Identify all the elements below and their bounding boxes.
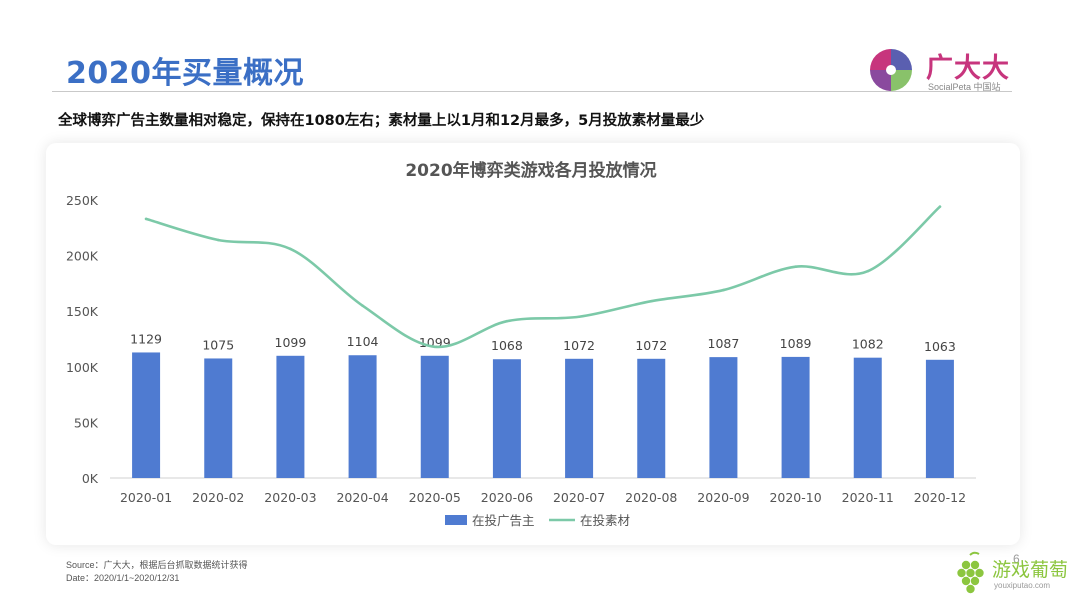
chart-card: 2020年博弈类游戏各月投放情况 0K 50K 100K 150K 200K 250K 11… bbox=[46, 143, 1020, 545]
bar-value-label: 1089 bbox=[780, 336, 812, 351]
bar-value-label: 1104 bbox=[347, 334, 379, 349]
bar-value-label: 1087 bbox=[708, 336, 740, 351]
chart-title: 2020年博弈类游戏各月投放情况 bbox=[405, 160, 656, 181]
bar-value-label: 1099 bbox=[275, 335, 307, 350]
chart: 2020年博弈类游戏各月投放情况 0K 50K 100K 150K 200K 250K 11… bbox=[66, 160, 976, 528]
line-point-2020-10 bbox=[794, 265, 797, 269]
x-tick-label: 2020-12 bbox=[914, 490, 966, 505]
x-tick-label: 2020-05 bbox=[409, 490, 461, 505]
footer-brand-name: 游戏葡萄 bbox=[992, 559, 1069, 581]
bar-2020-12 bbox=[925, 359, 954, 478]
bar-2020-11 bbox=[853, 357, 882, 478]
page-title: 2020年买量概况 bbox=[66, 56, 304, 91]
y-tick-label: 100K bbox=[66, 360, 99, 375]
bar-value-label: 1075 bbox=[202, 337, 234, 352]
logo-subtitle: SocialPeta 中国站 bbox=[928, 82, 1001, 92]
page-number: 6 bbox=[1013, 552, 1020, 566]
grape-logo-icon bbox=[957, 551, 984, 594]
y-tick-label: 0K bbox=[82, 471, 99, 486]
line-point-2020-11 bbox=[866, 269, 870, 273]
bar-2020-08 bbox=[637, 358, 666, 478]
x-tick-label: 2020-04 bbox=[336, 490, 388, 505]
brand-logo: 广大大 SocialPeta 中国站 bbox=[868, 47, 1018, 95]
bar-2020-06 bbox=[492, 359, 521, 478]
bar-value-label: 1063 bbox=[924, 339, 956, 354]
x-tick-label: 2020-03 bbox=[264, 490, 316, 505]
x-tick-label: 2020-07 bbox=[553, 490, 605, 505]
bar-2020-03 bbox=[276, 355, 305, 478]
y-tick-label: 250K bbox=[66, 193, 99, 208]
bar-2020-07 bbox=[565, 358, 594, 478]
x-tick-label: 2020-06 bbox=[481, 490, 533, 505]
x-tick-label: 2020-09 bbox=[697, 490, 749, 505]
line-point-2020-04 bbox=[361, 304, 364, 307]
bar-2020-09 bbox=[709, 357, 738, 478]
legend-label: 在投素材 bbox=[580, 513, 630, 528]
footer-brand: 游戏葡萄 youxiputao.com bbox=[952, 549, 1072, 599]
line-point-2020-05 bbox=[433, 345, 437, 349]
y-tick-label: 200K bbox=[66, 249, 99, 264]
logo-name: 广大大 bbox=[926, 53, 1010, 84]
bar-value-label: 1072 bbox=[563, 338, 595, 353]
x-tick-label: 2020-10 bbox=[769, 490, 821, 505]
line-point-2020-12 bbox=[938, 205, 942, 208]
line-point-2020-03 bbox=[289, 247, 292, 251]
bar-value-label: 1068 bbox=[491, 338, 523, 353]
line-point-2020-09 bbox=[722, 288, 725, 292]
series-line-在投素材 bbox=[144, 205, 942, 349]
x-tick-label: 2020-08 bbox=[625, 490, 677, 505]
legend-label: 在投广告主 bbox=[472, 513, 535, 528]
bar-2020-02 bbox=[204, 358, 233, 478]
summary-text: 全球博弈广告主数量相对稳定，保持在1080左右；素材量上以1月和12月最多，5月… bbox=[58, 113, 705, 129]
bar-2020-05 bbox=[420, 355, 449, 478]
line-point-2020-01 bbox=[144, 217, 148, 221]
bar-2020-04 bbox=[348, 355, 377, 478]
legend-swatch-bar bbox=[445, 515, 467, 525]
line-point-2020-06 bbox=[505, 319, 509, 323]
x-tick-label: 2020-11 bbox=[842, 490, 894, 505]
bar-value-label: 1082 bbox=[852, 337, 884, 352]
y-tick-label: 150K bbox=[66, 304, 99, 319]
x-tick-label: 2020-02 bbox=[192, 490, 244, 505]
line-point-2020-08 bbox=[649, 299, 653, 303]
footer-brand-url: youxiputao.com bbox=[994, 581, 1051, 590]
line-point-2020-02 bbox=[216, 238, 220, 242]
bar-2020-10 bbox=[781, 356, 810, 478]
bar-2020-01 bbox=[132, 352, 161, 478]
source-note: Source：广大大，根据后台抓取数据统计获得 bbox=[66, 560, 248, 570]
line-point-2020-07 bbox=[577, 315, 581, 319]
y-tick-label: 50K bbox=[74, 415, 99, 430]
bar-value-label: 1072 bbox=[635, 338, 667, 353]
x-tick-label: 2020-01 bbox=[120, 490, 172, 505]
logo-mark-icon bbox=[870, 49, 912, 91]
bar-value-label: 1129 bbox=[130, 331, 162, 346]
header-divider bbox=[52, 91, 1012, 92]
date-note: Date：2020/1/1~2020/12/31 bbox=[66, 573, 180, 583]
